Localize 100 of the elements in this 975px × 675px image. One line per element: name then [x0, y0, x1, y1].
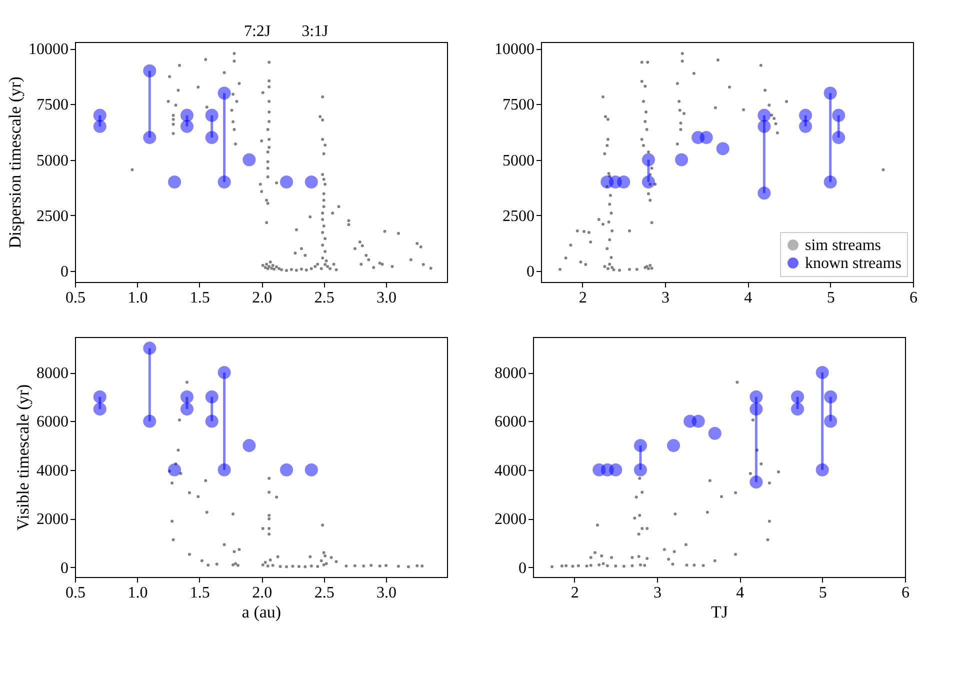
y-tick-label: 4000 — [36, 462, 68, 480]
point — [643, 564, 646, 567]
point — [205, 108, 218, 122]
point — [756, 448, 759, 452]
point — [672, 550, 676, 554]
point — [748, 472, 752, 476]
point — [168, 175, 182, 189]
point — [662, 548, 666, 551]
point — [180, 120, 194, 133]
point — [93, 390, 106, 404]
y-tick-label: 2000 — [494, 511, 526, 528]
point — [280, 463, 294, 476]
point — [637, 555, 640, 558]
point — [824, 175, 837, 189]
y-tick-label: 2500 — [36, 208, 68, 225]
point — [637, 532, 640, 536]
point — [180, 402, 194, 416]
point — [716, 142, 730, 156]
point — [750, 390, 763, 404]
point — [685, 564, 688, 567]
point — [758, 186, 771, 200]
point — [674, 512, 677, 516]
point — [594, 551, 596, 554]
point — [642, 153, 655, 166]
point — [585, 564, 588, 568]
y-axis-title: Dispersion timescale (yr) — [6, 76, 24, 248]
x-tick-label: 5 — [818, 584, 827, 602]
text: 3:1J — [302, 23, 328, 40]
point — [777, 470, 780, 474]
x-tick-label: 5 — [826, 290, 835, 306]
x-tick-label: 0.5 — [66, 290, 86, 306]
point — [600, 554, 604, 558]
y-tick-label: 5000 — [36, 152, 68, 170]
point — [550, 565, 554, 568]
x-tick-label: 4 — [736, 584, 744, 602]
point — [768, 482, 771, 485]
point — [768, 520, 771, 523]
point — [758, 120, 771, 133]
y-tick-label: 0 — [526, 263, 534, 280]
y-tick-label: 0 — [60, 263, 68, 280]
point — [93, 402, 106, 416]
x-axis-title: a (au) — [242, 602, 282, 622]
x-tick-label: 2.5 — [314, 584, 334, 602]
point — [684, 543, 688, 546]
point — [634, 496, 638, 499]
x-tick-label: 6 — [910, 290, 918, 306]
point — [638, 563, 642, 566]
y-tick-label: 7500 — [36, 96, 68, 114]
point — [750, 402, 763, 416]
point — [640, 490, 644, 494]
point — [638, 476, 642, 480]
point — [642, 175, 655, 189]
point — [791, 402, 804, 416]
point — [799, 120, 812, 133]
point — [93, 120, 106, 133]
point — [610, 556, 614, 560]
point — [589, 564, 592, 567]
point — [218, 86, 231, 100]
point — [630, 556, 634, 560]
y-tick-label: 8000 — [36, 365, 68, 382]
point — [606, 564, 609, 568]
point — [799, 108, 812, 122]
point — [736, 380, 739, 384]
point — [720, 495, 723, 498]
point — [832, 108, 846, 122]
point — [646, 527, 649, 530]
point — [304, 463, 318, 476]
point — [708, 426, 722, 440]
point — [692, 564, 696, 567]
point — [205, 414, 218, 428]
point — [218, 463, 231, 476]
point — [589, 556, 592, 560]
point — [766, 538, 770, 542]
y-tick-label: 2000 — [36, 511, 68, 528]
point — [576, 564, 580, 568]
point — [304, 175, 318, 189]
point — [760, 462, 763, 466]
legend-label: sim streams — [805, 237, 881, 254]
point — [617, 175, 630, 189]
point — [168, 463, 182, 476]
x-axis-title: TJ — [711, 602, 728, 622]
x-tick-label: 3.0 — [376, 290, 397, 306]
point — [824, 86, 837, 100]
x-tick-label: 3 — [654, 584, 662, 602]
point — [180, 390, 194, 404]
point — [700, 131, 713, 144]
point — [205, 131, 218, 144]
point — [832, 131, 846, 144]
point — [706, 510, 709, 514]
x-tick-label: 3 — [662, 290, 670, 306]
point — [143, 414, 156, 428]
x-tick-label: 2.0 — [252, 584, 272, 602]
point — [609, 463, 622, 476]
point — [824, 414, 838, 428]
point — [242, 153, 256, 166]
point — [816, 366, 829, 380]
y-tick-label: 4000 — [494, 462, 526, 480]
y-tick-label: 7500 — [502, 96, 534, 114]
point — [667, 439, 680, 452]
y-tick-label: 0 — [518, 560, 526, 577]
